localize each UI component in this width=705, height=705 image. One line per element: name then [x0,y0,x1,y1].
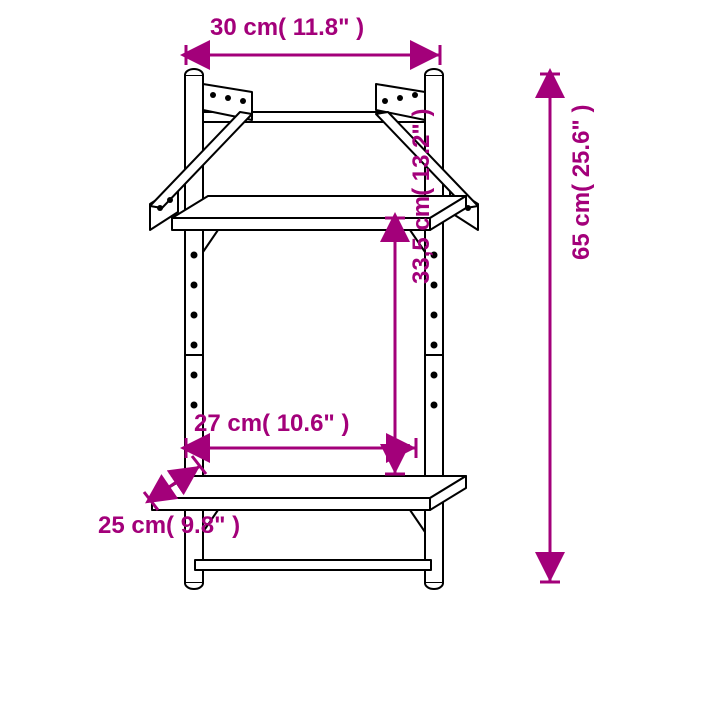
label-shelf-w: 27 cm( 10.6" ) [194,410,349,438]
dim-shelf-d [150,466,200,500]
dimension-lines [0,0,705,705]
label-height-right: 65 cm( 25.6" ) [568,105,596,260]
label-shelf-gap: 33,5 cm( 13.2" ) [408,109,436,284]
label-width-top: 30 cm( 11.8" ) [210,14,364,42]
diagram-stage: 30 cm( 11.8" ) 65 cm( 25.6" ) 33,5 cm( 1… [0,0,705,705]
label-shelf-d: 25 cm( 9.8" ) [98,512,240,540]
